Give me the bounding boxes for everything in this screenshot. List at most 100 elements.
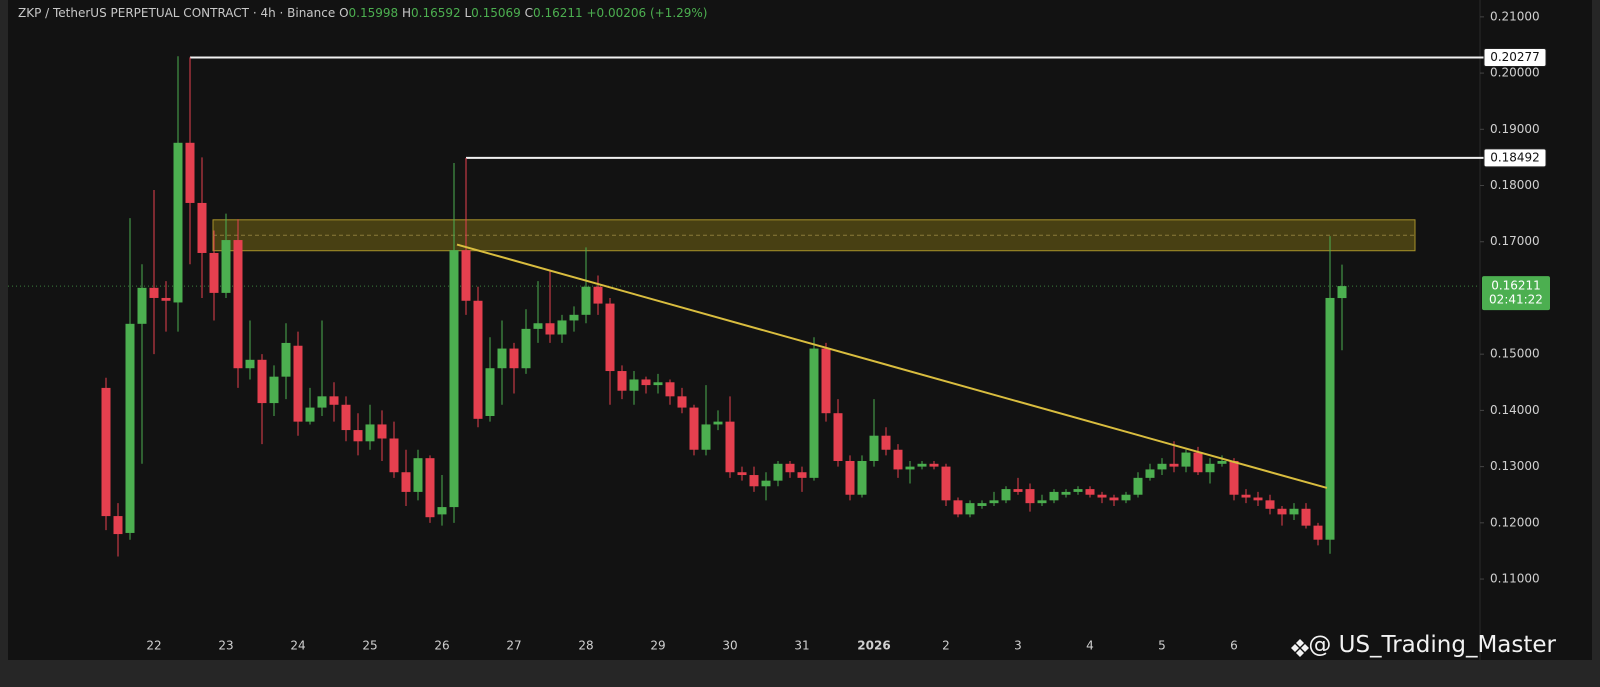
candle-body bbox=[401, 472, 411, 492]
y-tick-label: 0.15000 bbox=[1490, 347, 1540, 361]
candle-body bbox=[977, 503, 987, 506]
x-tick-label: 22 bbox=[146, 639, 161, 653]
candle-body bbox=[749, 475, 759, 487]
candle-body bbox=[341, 404, 351, 431]
candle-body bbox=[953, 500, 963, 515]
candle-body bbox=[209, 252, 219, 293]
symbol-title: ZKP / TetherUS PERPETUAL CONTRACT · 4h ·… bbox=[18, 6, 336, 20]
candle-body bbox=[1205, 463, 1215, 473]
x-tick-label: 2 bbox=[942, 639, 950, 653]
candle-body bbox=[317, 396, 327, 408]
candle-body bbox=[485, 368, 495, 417]
candle-body bbox=[1301, 508, 1311, 526]
ohlc-value: 0.16211 bbox=[533, 6, 583, 20]
candle-body bbox=[941, 466, 951, 501]
x-tick-label: 23 bbox=[218, 639, 233, 653]
x-tick-label: 2026 bbox=[857, 639, 890, 653]
x-tick-label: 27 bbox=[506, 639, 521, 653]
level-label: 0.18492 bbox=[1490, 150, 1540, 164]
candle-body bbox=[1001, 489, 1011, 501]
y-tick-label: 0.13000 bbox=[1490, 459, 1540, 473]
candle-body bbox=[413, 458, 423, 492]
candle-body bbox=[1241, 494, 1251, 498]
x-tick-label: 6 bbox=[1230, 639, 1238, 653]
y-tick-label: 0.19000 bbox=[1490, 122, 1540, 136]
candle-body bbox=[1253, 497, 1263, 501]
y-tick-label: 0.18000 bbox=[1490, 178, 1540, 192]
candle-body bbox=[893, 449, 903, 470]
x-tick-label: 4 bbox=[1086, 639, 1094, 653]
candle-body bbox=[701, 424, 711, 450]
x-tick-label: 28 bbox=[578, 639, 593, 653]
candle-body bbox=[1337, 286, 1347, 299]
candle-body bbox=[161, 297, 171, 301]
candle-body bbox=[497, 348, 507, 369]
y-tick-label: 0.11000 bbox=[1490, 572, 1540, 586]
candle-body bbox=[377, 424, 387, 439]
candle-body bbox=[713, 421, 723, 425]
y-tick-label: 0.14000 bbox=[1490, 403, 1540, 417]
candle-body bbox=[857, 460, 867, 495]
candle-body bbox=[305, 407, 315, 422]
candle-body bbox=[425, 458, 435, 518]
candle-body bbox=[461, 250, 471, 301]
candle-body bbox=[617, 371, 627, 391]
candle-body bbox=[281, 342, 291, 377]
candle-body bbox=[1313, 525, 1323, 540]
price-change: +0.00206 (+1.29%) bbox=[586, 6, 708, 20]
candle-body bbox=[797, 472, 807, 478]
resistance-zone bbox=[212, 219, 1416, 252]
candle-body bbox=[329, 396, 339, 405]
candle-body bbox=[113, 516, 123, 535]
y-tick-label: 0.20000 bbox=[1490, 66, 1540, 80]
candle-body bbox=[653, 382, 663, 386]
ohlc-label: O bbox=[339, 6, 349, 20]
last-price-label: 0.16211 bbox=[1491, 279, 1541, 293]
candle-body bbox=[1025, 489, 1035, 504]
candle-body bbox=[833, 413, 843, 461]
candle-body bbox=[449, 250, 459, 508]
candle-body bbox=[257, 359, 267, 404]
level-label-box bbox=[1483, 48, 1547, 68]
candle-body bbox=[197, 202, 207, 253]
candle-body bbox=[125, 323, 135, 533]
candle-body bbox=[845, 460, 855, 495]
y-tick-label: 0.17000 bbox=[1490, 234, 1540, 248]
candle-body bbox=[473, 300, 483, 419]
candle-body bbox=[533, 323, 543, 329]
candle-body bbox=[1121, 494, 1131, 501]
candle-body bbox=[1325, 297, 1335, 540]
candle-body bbox=[293, 345, 303, 422]
candle-body bbox=[1265, 500, 1275, 509]
candle-body bbox=[665, 382, 675, 397]
candle-body bbox=[173, 142, 183, 303]
candle-body bbox=[149, 287, 159, 298]
y-tick-label: 0.12000 bbox=[1490, 515, 1540, 529]
candle-body bbox=[989, 500, 999, 504]
candle-body bbox=[905, 466, 915, 470]
x-tick-label: 26 bbox=[434, 639, 449, 653]
candle-body bbox=[1061, 491, 1071, 495]
candle-body bbox=[1193, 452, 1203, 473]
candle-body bbox=[1157, 463, 1167, 470]
candle-body bbox=[629, 379, 639, 391]
candle-body bbox=[1037, 500, 1047, 504]
watermark: @ US_Trading_Master bbox=[1308, 632, 1556, 658]
x-tick-label: 31 bbox=[794, 639, 809, 653]
x-tick-label: 30 bbox=[722, 639, 737, 653]
candle-body bbox=[1289, 508, 1299, 515]
candle-body bbox=[1181, 452, 1191, 467]
candle-body bbox=[965, 503, 975, 515]
candle-body bbox=[521, 328, 531, 369]
candle-body bbox=[1145, 469, 1155, 478]
last-price-box bbox=[1482, 276, 1550, 311]
candle-body bbox=[605, 303, 615, 372]
candle-body bbox=[233, 240, 243, 369]
x-tick-label: 5 bbox=[1158, 639, 1166, 653]
candle-body bbox=[569, 314, 579, 321]
candle-body bbox=[581, 286, 591, 315]
level-label: 0.20277 bbox=[1490, 50, 1540, 64]
candle-body bbox=[737, 472, 747, 476]
candle-body bbox=[1133, 477, 1143, 495]
